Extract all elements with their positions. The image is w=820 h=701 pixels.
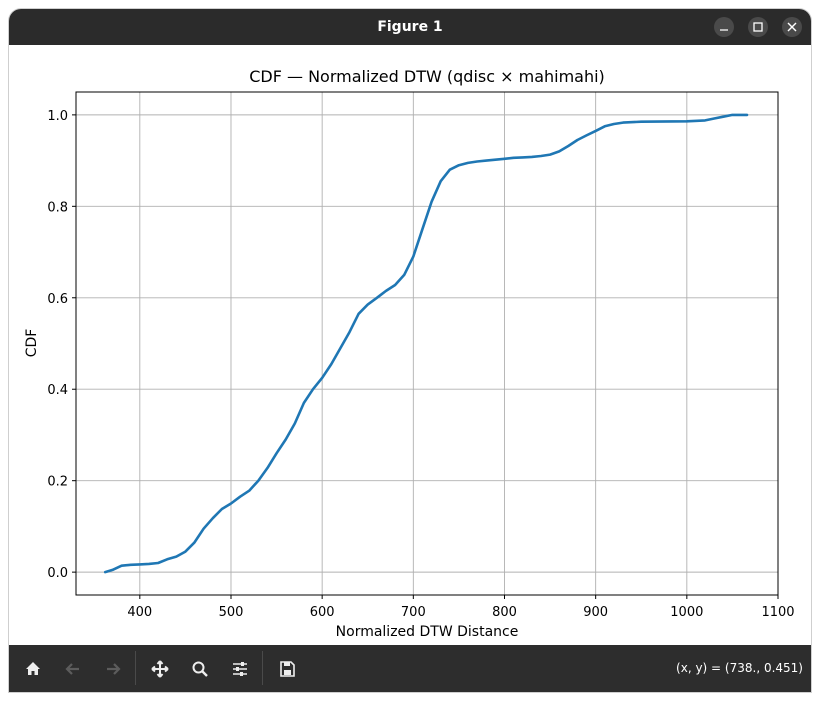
x-tick-label: 600 <box>310 605 335 620</box>
home-button[interactable] <box>21 657 45 681</box>
x-tick-label: 1100 <box>761 605 794 620</box>
y-axis-label: CDF <box>24 329 40 358</box>
y-tick-label: 0.6 <box>47 292 68 307</box>
y-tick-label: 0.0 <box>47 566 68 581</box>
x-tick-label: 500 <box>219 605 244 620</box>
save-icon <box>280 661 295 677</box>
x-tick-label: 1000 <box>670 605 703 620</box>
x-tick-label: 700 <box>401 605 426 620</box>
toolbar: (x, y) = (738., 0.451) <box>9 645 811 692</box>
y-tick-label: 0.2 <box>47 475 68 490</box>
x-tick-label: 400 <box>127 605 152 620</box>
chart-title: CDF — Normalized DTW (qdisc × mahimahi) <box>249 67 605 86</box>
cdf-chart[interactable]: CDF — Normalized DTW (qdisc × mahimahi) … <box>9 45 811 645</box>
home-icon <box>26 662 40 675</box>
ticks: 400 500 600 700 800 900 1000 1100 0.0 0.2 0.4 0.6 0.… <box>47 109 794 620</box>
grid <box>76 92 779 595</box>
zoom-button[interactable] <box>188 657 212 681</box>
title-bar[interactable]: Figure 1 <box>9 9 811 45</box>
axes-frame <box>75 91 779 596</box>
minimize-icon <box>720 29 728 31</box>
figure-window: Figure 1 CDF — Normalized DTW (qdisc × m… <box>9 9 811 692</box>
x-tick-label: 900 <box>583 605 608 620</box>
close-icon <box>787 22 797 32</box>
zoom-icon <box>192 661 208 677</box>
maximize-button[interactable] <box>748 17 768 37</box>
toolbar-separator <box>135 651 136 685</box>
configure-icon <box>233 662 247 676</box>
x-axis-label: Normalized DTW Distance <box>336 624 519 640</box>
cdf-series-line <box>103 113 749 574</box>
pan-button[interactable] <box>148 657 172 681</box>
y-tick-label: 0.4 <box>47 383 68 398</box>
save-button[interactable] <box>275 657 299 681</box>
pan-icon <box>151 660 169 678</box>
configure-button[interactable] <box>228 657 252 681</box>
x-tick-label: 800 <box>492 605 517 620</box>
toolbar-separator <box>262 651 263 685</box>
window-title: Figure 1 <box>377 19 443 35</box>
back-icon <box>65 663 79 675</box>
plot-area[interactable]: CDF — Normalized DTW (qdisc × mahimahi) … <box>9 45 811 645</box>
y-tick-label: 1.0 <box>47 109 68 124</box>
back-button[interactable] <box>61 657 85 681</box>
minimize-button[interactable] <box>714 17 734 37</box>
series-layer <box>103 113 749 574</box>
maximize-icon <box>753 22 763 32</box>
close-button[interactable] <box>782 17 802 37</box>
forward-button[interactable] <box>101 657 125 681</box>
forward-icon <box>107 663 121 675</box>
y-tick-label: 0.8 <box>47 200 68 215</box>
cursor-coordinates: (x, y) = (738., 0.451) <box>676 661 803 675</box>
